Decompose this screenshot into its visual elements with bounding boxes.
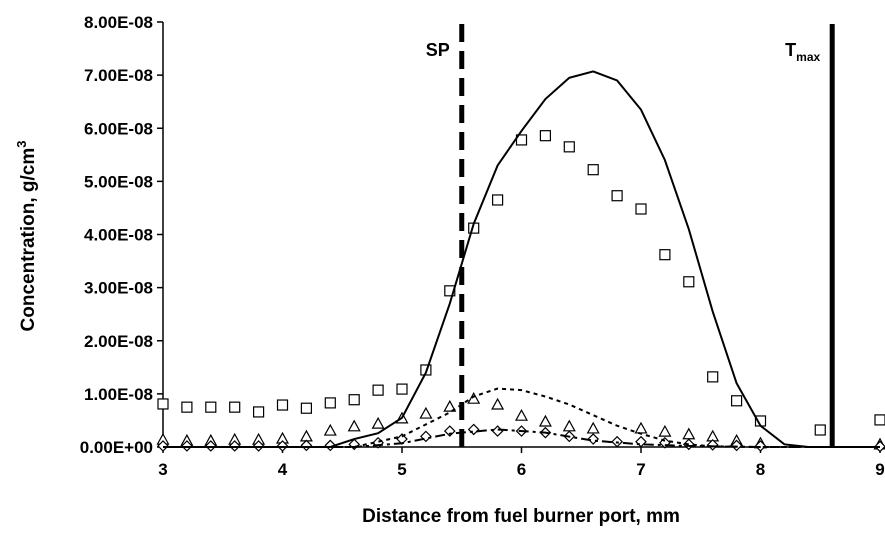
data-point (491, 425, 504, 437)
data-point (611, 190, 623, 202)
data-point (874, 414, 885, 426)
model-line (163, 70, 880, 448)
data-point (157, 398, 169, 410)
data-point (300, 402, 312, 414)
data-point (683, 276, 695, 288)
data-point (324, 397, 336, 409)
data-point (228, 440, 241, 452)
data-point (276, 440, 289, 452)
data-point (814, 424, 826, 436)
data-point (730, 395, 743, 407)
y-axis-label-sup: 3 (14, 141, 29, 148)
data-point (659, 249, 671, 261)
data-point (467, 423, 480, 436)
data-point (419, 406, 433, 419)
data-point (539, 130, 552, 142)
y-tick-label: 5.00E-08 (84, 172, 153, 191)
y-tick-label: 1.00E-08 (84, 385, 153, 404)
data-point (491, 397, 505, 410)
y-tick-label: 8.00E-08 (84, 13, 153, 32)
x-axis-label: Distance from fuel burner port, mm (362, 506, 680, 527)
data-point (229, 401, 241, 413)
data-point (276, 399, 289, 411)
y-tick-label: 0.00E+00 (80, 438, 153, 457)
y-tick-label: 7.00E-08 (84, 66, 153, 85)
data-point (347, 419, 361, 432)
data-point (682, 427, 696, 440)
data-point (634, 421, 648, 434)
annotation-text: T (785, 40, 796, 60)
data-point (754, 440, 767, 452)
x-tick-label: 7 (636, 460, 645, 479)
y-tick-label: 3.00E-08 (84, 279, 153, 298)
data-point (467, 391, 481, 404)
data-point (396, 383, 408, 395)
y-axis-label: Concentration, g/cm3 (14, 141, 39, 332)
model-line (163, 387, 880, 448)
data-point (204, 440, 217, 452)
data-point (157, 440, 169, 452)
data-point (586, 421, 600, 434)
data-point (444, 285, 456, 297)
data-point (443, 425, 456, 437)
data-point (635, 203, 647, 215)
data-point (443, 399, 457, 412)
data-point (492, 194, 504, 206)
data-point (730, 439, 743, 452)
x-tick-label: 9 (875, 460, 884, 479)
data-point (562, 419, 576, 432)
x-tick-label: 5 (397, 460, 406, 479)
model-line (163, 428, 880, 448)
data-point (515, 134, 528, 146)
data-point (205, 401, 217, 413)
data-point (299, 429, 313, 442)
x-tick-label: 6 (517, 460, 526, 479)
x-tick-label: 8 (756, 460, 765, 479)
data-point (563, 141, 575, 153)
data-point (372, 384, 384, 396)
y-tick-label: 4.00E-08 (84, 226, 153, 245)
data-point (706, 439, 719, 451)
data-point (300, 439, 313, 452)
data-point (514, 408, 529, 421)
data-point (253, 406, 265, 418)
data-point (323, 423, 337, 436)
annotation: SP (426, 40, 450, 60)
data-point (587, 164, 599, 176)
data-point (658, 424, 672, 437)
annotation-subscript: max (796, 50, 820, 64)
data-point (181, 401, 193, 413)
data-point (538, 414, 552, 427)
data-point (252, 440, 265, 452)
y-tick-label: 6.00E-08 (84, 119, 153, 138)
data-point (707, 371, 719, 383)
data-point (181, 440, 193, 452)
annotation-text: SP (426, 40, 450, 60)
x-tick-label: 4 (278, 460, 288, 479)
y-axis-label-text: Concentration, g/cm (18, 148, 39, 332)
annotation: Tmax (785, 40, 820, 64)
data-point (371, 416, 385, 429)
x-tick-label: 3 (158, 460, 167, 479)
data-point (348, 394, 360, 406)
y-tick-label: 2.00E-08 (84, 332, 153, 351)
